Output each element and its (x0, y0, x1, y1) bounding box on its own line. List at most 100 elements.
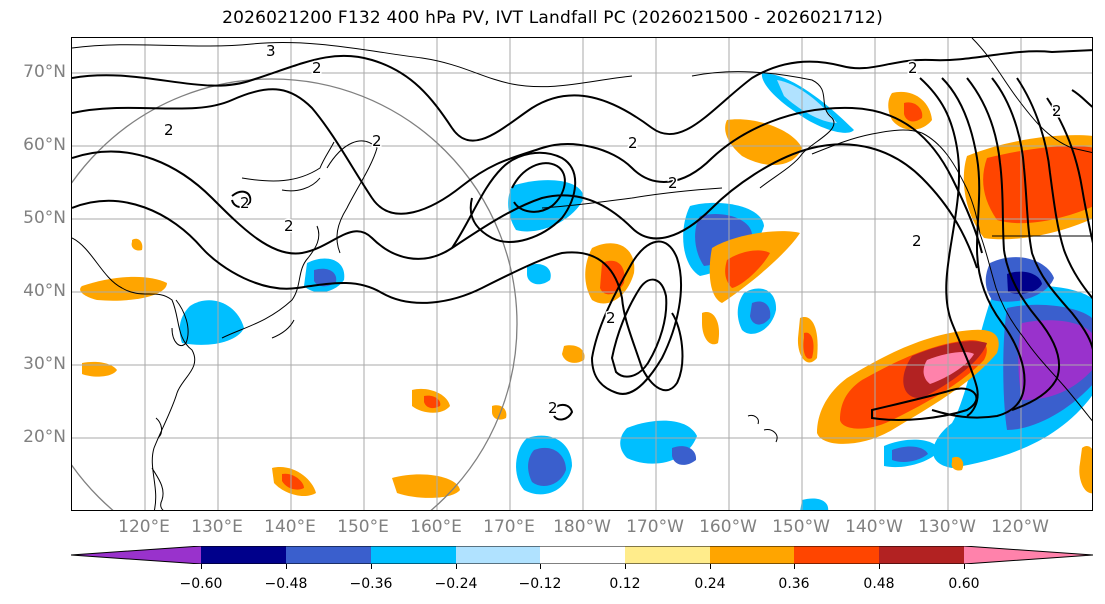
colorbar-segment (371, 546, 456, 564)
pv-contour (231, 190, 252, 208)
coast-philippines (151, 467, 164, 510)
colorbar-segment (794, 546, 879, 564)
coast-hawaii (747, 415, 778, 443)
lon-label-150e: 150°E (337, 517, 389, 537)
contour-label: 2 (1052, 102, 1062, 120)
graticule (72, 38, 1092, 510)
ivt-neg-area (179, 300, 244, 345)
ivt-neg-area (695, 214, 752, 266)
ivt-neg-area (528, 447, 566, 486)
colorbar-tick-mark (879, 564, 880, 569)
pv-contour (72, 143, 978, 269)
ivt-neg-area (508, 180, 584, 232)
pv-contour (871, 387, 978, 421)
ivt-pos-area (923, 352, 974, 384)
ivt-pos-area (492, 405, 507, 420)
lat-label-70n: 70°N (23, 62, 66, 82)
contour-label: 2 (912, 232, 922, 250)
ivt-pos-area (904, 102, 923, 122)
contour-label: 2 (606, 309, 616, 327)
colorbar-tick-label: 0.12 (609, 576, 641, 592)
colorbar-segment (456, 546, 540, 564)
coast-okhotsk (241, 141, 335, 192)
colorbar-tick-mark (794, 564, 795, 569)
lon-label-130w: 130°W (918, 517, 976, 537)
contour-label: 3 (266, 42, 276, 60)
colorbar (71, 546, 1093, 564)
contour-label: 2 (240, 194, 250, 212)
pv-contour (610, 278, 668, 378)
lon-label-120w: 120°W (991, 517, 1049, 537)
coast-taiwan (155, 417, 163, 439)
lon-label-170e: 170°E (483, 517, 535, 537)
pv-contour (551, 404, 574, 421)
ivt-pos-area (424, 395, 441, 409)
colorbar-segment (286, 546, 371, 564)
coastlines (72, 38, 1092, 510)
contour-label: 2 (372, 132, 382, 150)
ivt-negative-anomalies (179, 73, 1092, 510)
pv-contour (72, 199, 684, 392)
ivt-neg-area (750, 301, 771, 325)
colorbar-tick-mark (286, 564, 287, 569)
colorbar-segment (201, 546, 286, 564)
lon-label-140w: 140°W (845, 517, 903, 537)
lat-label-50n: 50°N (23, 208, 66, 228)
lat-label-20n: 20°N (23, 427, 66, 447)
ivt-pos-area (1079, 446, 1092, 494)
coast-korea (171, 299, 189, 347)
colorbar-tick-mark (540, 564, 541, 569)
colorbar-tick-label: 0.24 (694, 576, 726, 592)
pv-contour-labels: 3 2 2 2 2 2 2 2 2 2 2 2 2 (163, 41, 1064, 419)
colorbar-tick-mark (456, 564, 457, 569)
coast-asia (72, 237, 196, 510)
colorbar-tick-label: −0.60 (179, 576, 223, 592)
ivt-pos-area (725, 119, 802, 166)
pv-contour (966, 77, 1061, 411)
ivt-neg-area (800, 498, 829, 510)
pv-contour (919, 77, 979, 417)
lon-label-180w: 180°W (553, 517, 611, 537)
map-panel: 3 2 2 2 2 2 2 2 2 2 2 2 2 (71, 37, 1093, 511)
lon-label-150w: 150°W (772, 517, 830, 537)
ivt-pos-area (702, 312, 720, 345)
lon-label-160e: 160°E (410, 517, 462, 537)
ivt-pos-area (82, 361, 117, 377)
pv-contour (451, 151, 577, 249)
ivt-neg-area (892, 446, 928, 462)
ivt-neg-area (777, 80, 837, 123)
ivt-pos-area (562, 345, 585, 363)
contour-label: 2 (668, 174, 678, 192)
contour-label: 2 (548, 399, 558, 417)
map-canvas: 3 2 2 2 2 2 2 2 2 2 2 2 2 (72, 38, 1092, 510)
colorbar-tick-mark (964, 564, 965, 569)
pv-contour (1016, 77, 1092, 300)
range-circle (72, 78, 518, 510)
ivt-pos-area (725, 250, 770, 288)
ivt-pos-area (803, 332, 814, 359)
lon-label-160w: 160°W (699, 517, 757, 537)
colorbar-segment (710, 546, 794, 564)
colorbar-tick-mark (201, 564, 202, 569)
pv-contour (72, 88, 983, 254)
ivt-pos-area (282, 473, 304, 490)
ivt-pos-area (131, 238, 143, 251)
pv-contour (590, 240, 683, 395)
ivt-pos-area (983, 146, 1092, 224)
pv-contour (1071, 89, 1092, 108)
coast-na-west (921, 132, 1092, 422)
colorbar-tick-label: −0.24 (434, 576, 478, 592)
ivt-pos-area (951, 456, 964, 471)
pv-contour (931, 77, 1026, 419)
lon-label-130e: 130°E (191, 517, 243, 537)
lon-label-170w: 170°W (626, 517, 684, 537)
ivt-neg-area (672, 446, 697, 465)
colorbar-tick-mark (625, 564, 626, 569)
colorbar-segment (540, 546, 625, 564)
contour-label: 2 (908, 59, 918, 77)
colorbar-tick-label: 0.60 (948, 576, 980, 592)
contour-label: 2 (312, 59, 322, 77)
coast-kamchatka (326, 140, 378, 254)
contour-label: 2 (164, 121, 174, 139)
lon-label-120e: 120°E (118, 517, 170, 537)
